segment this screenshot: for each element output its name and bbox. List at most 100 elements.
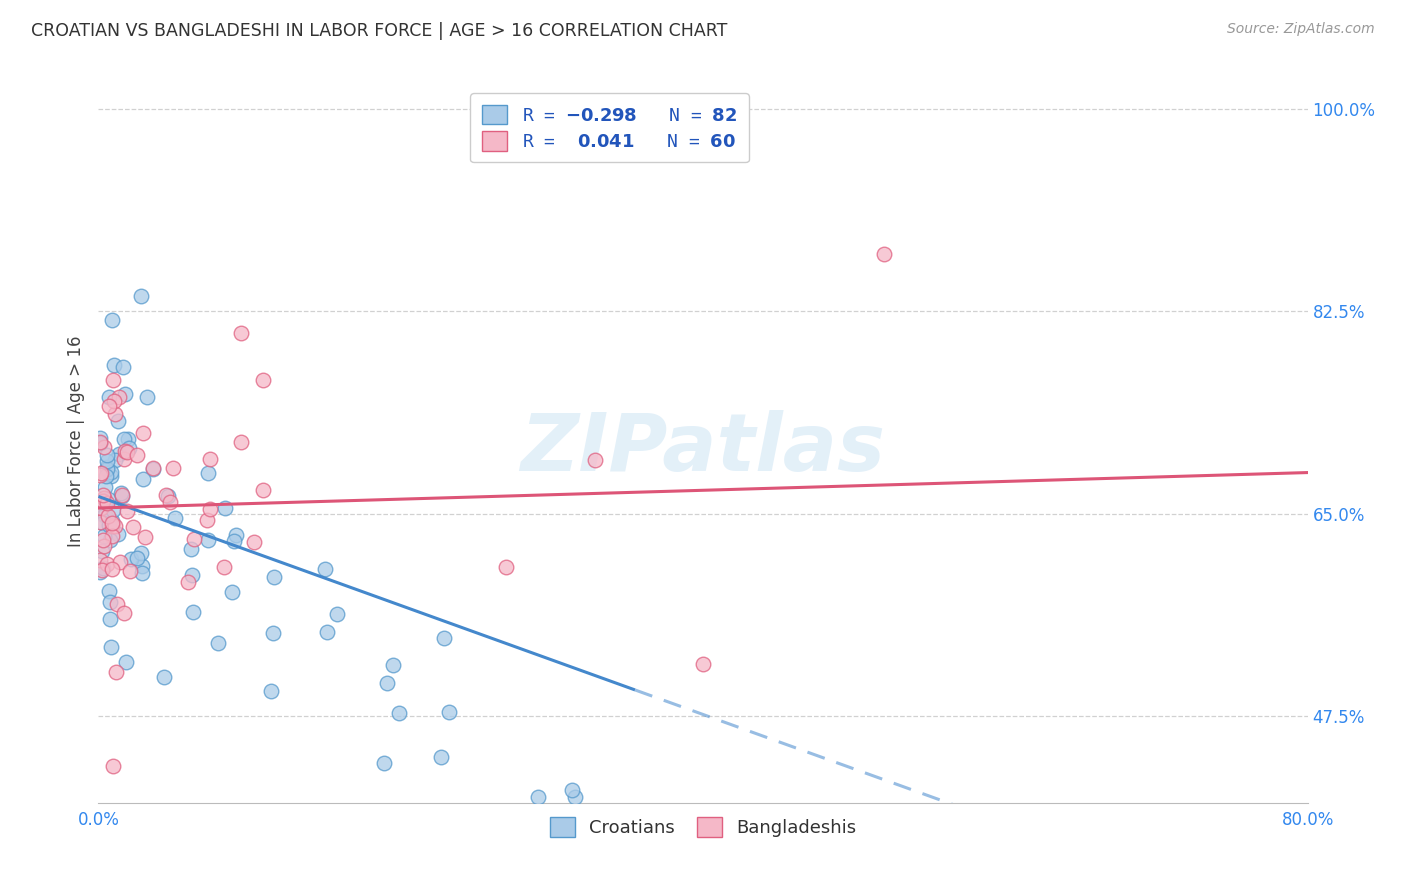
Point <box>104 665 127 679</box>
Point <box>222 533 245 548</box>
Point <box>115 445 138 459</box>
Point <box>131 558 153 573</box>
Point <box>326 607 349 621</box>
Point <box>115 503 138 517</box>
Point <box>112 432 135 446</box>
Point <box>156 489 179 503</box>
Point <box>89 434 111 449</box>
Point <box>91 561 114 575</box>
Point <box>121 519 143 533</box>
Point <box>93 508 115 523</box>
Point <box>198 451 221 466</box>
Point <box>159 495 181 509</box>
Point <box>125 550 148 565</box>
Point <box>200 502 222 516</box>
Point <box>112 606 135 620</box>
Point <box>100 640 122 654</box>
Point <box>104 518 127 533</box>
Point <box>101 562 124 576</box>
Point <box>153 670 176 684</box>
Point <box>93 539 115 553</box>
Point <box>692 657 714 671</box>
Point <box>110 486 132 500</box>
Point <box>103 408 125 422</box>
Point <box>97 584 120 599</box>
Point <box>221 585 243 599</box>
Point <box>96 454 118 468</box>
Point <box>100 468 122 483</box>
Point <box>96 558 118 572</box>
Y-axis label: In Labor Force | Age > 16: In Labor Force | Age > 16 <box>66 335 84 548</box>
Point <box>100 465 122 479</box>
Point <box>252 483 274 497</box>
Point <box>177 575 200 590</box>
Point <box>93 491 115 505</box>
Point <box>131 545 153 559</box>
Point <box>98 533 121 548</box>
Point <box>316 625 339 640</box>
Point <box>90 466 112 480</box>
Point <box>561 782 583 797</box>
Point <box>91 543 114 558</box>
Point <box>108 390 131 404</box>
Text: CROATIAN VS BANGLADESHI IN LABOR FORCE | AGE > 16 CORRELATION CHART: CROATIAN VS BANGLADESHI IN LABOR FORCE |… <box>31 22 727 40</box>
Point <box>98 518 121 533</box>
Point <box>262 626 284 640</box>
Point <box>89 435 111 450</box>
Point <box>93 440 115 454</box>
Point <box>97 509 120 524</box>
Point <box>131 472 153 486</box>
Point <box>96 469 118 483</box>
Point <box>89 515 111 529</box>
Point <box>142 460 165 475</box>
Point <box>111 489 134 503</box>
Point <box>101 313 124 327</box>
Point <box>98 390 121 404</box>
Point <box>873 246 896 260</box>
Point <box>101 529 124 543</box>
Point <box>111 360 134 375</box>
Point <box>373 756 395 770</box>
Point <box>314 562 336 576</box>
Point <box>136 390 159 404</box>
Point <box>381 658 404 673</box>
Point <box>93 508 115 522</box>
Point <box>375 676 398 690</box>
Point <box>162 461 184 475</box>
Point <box>101 514 124 528</box>
Point <box>180 541 202 556</box>
Point <box>197 533 219 548</box>
Point <box>96 495 118 509</box>
Point <box>120 564 142 578</box>
Point <box>564 790 586 805</box>
Point <box>96 460 118 475</box>
Point <box>212 559 235 574</box>
Point <box>155 488 177 502</box>
Point <box>90 563 112 577</box>
Point <box>107 527 129 541</box>
Point <box>96 448 118 462</box>
Point <box>181 605 204 619</box>
Text: Source: ZipAtlas.com: Source: ZipAtlas.com <box>1227 22 1375 37</box>
Point <box>89 553 111 567</box>
Point <box>89 565 111 579</box>
Point <box>104 453 127 467</box>
Point <box>225 528 247 542</box>
Point <box>98 400 121 414</box>
Point <box>229 435 252 450</box>
Point <box>125 448 148 462</box>
Point <box>118 442 141 456</box>
Point <box>100 516 122 531</box>
Point <box>96 462 118 476</box>
Point <box>91 488 114 502</box>
Point <box>120 552 142 566</box>
Point <box>89 431 111 445</box>
Point <box>91 516 114 530</box>
Point <box>195 512 218 526</box>
Point <box>97 492 120 507</box>
Point <box>583 452 606 467</box>
Point <box>107 414 129 428</box>
Point <box>263 570 285 584</box>
Point <box>129 289 152 303</box>
Point <box>111 487 134 501</box>
